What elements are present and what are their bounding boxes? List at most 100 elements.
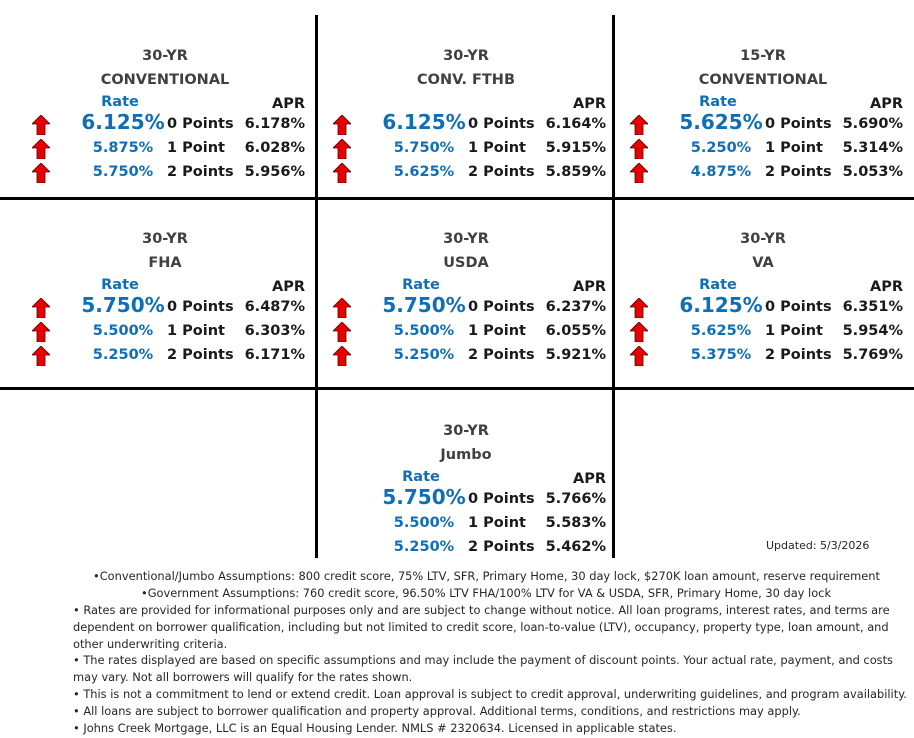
product-title: USDA <box>443 255 489 271</box>
government-assumptions: •Government Assumptions: 760 credit scor… <box>141 585 832 600</box>
rate-row: 5.625% 1 Point 5.954% <box>613 319 913 343</box>
apr-value: 5.956% <box>244 164 305 180</box>
rate-value: 5.625% <box>393 164 455 180</box>
disclaimer-note: • All loans are subject to borrower qual… <box>73 703 801 718</box>
apr-value: 6.351% <box>842 299 903 315</box>
rate-row: 5.500% 1 Point 5.583% <box>316 511 616 535</box>
rate-cell: 30-YR USDA Rate APR 5.750% 0 Points 6.237… <box>316 191 616 371</box>
disclaimer-notes: •Conventional/Jumbo Assumptions: 800 cre… <box>73 568 913 602</box>
grid-divider-vertical <box>315 15 318 558</box>
apr-value: 5.462% <box>545 539 606 555</box>
points-value: 0 Points <box>167 299 234 315</box>
red-up-arrow-icon <box>333 346 351 366</box>
rate-row: 5.375% 2 Points 5.769% <box>613 343 913 367</box>
points-value: 1 Point <box>468 323 526 339</box>
product-title: CONVENTIONAL <box>100 72 230 88</box>
rate-value: 5.250% <box>393 347 455 363</box>
rate-cell: 30-YR FHA Rate APR 5.750% 0 Points 6.487%… <box>15 191 315 371</box>
rate-value: 5.750% <box>382 485 466 509</box>
rate-header: Rate <box>101 277 139 293</box>
term-title: 30-YR <box>443 423 489 439</box>
red-up-arrow-icon <box>630 346 648 366</box>
red-up-arrow-icon <box>333 139 351 159</box>
rate-row: 5.750% 0 Points 6.237% <box>316 293 616 319</box>
rate-row: 5.750% 0 Points 6.487% <box>15 293 315 319</box>
apr-value: 5.766% <box>545 491 606 507</box>
points-value: 1 Point <box>765 323 823 339</box>
updated-date: Updated: 5/3/2026 <box>766 539 870 552</box>
product-title: CONV. FTHB <box>417 72 515 88</box>
red-up-arrow-icon <box>630 163 648 183</box>
apr-value: 5.314% <box>842 140 903 156</box>
rate-value: 5.750% <box>393 140 455 156</box>
apr-header: APR <box>869 279 903 295</box>
red-up-arrow-icon <box>630 322 648 342</box>
points-value: 1 Point <box>167 323 225 339</box>
apr-value: 6.178% <box>244 116 305 132</box>
apr-header: APR <box>572 279 606 295</box>
rate-row: 4.875% 2 Points 5.053% <box>613 160 913 184</box>
points-value: 0 Points <box>765 299 832 315</box>
red-up-arrow-icon <box>333 163 351 183</box>
apr-header: APR <box>869 96 903 112</box>
points-value: 2 Points <box>167 347 234 363</box>
rate-row: 6.125% 0 Points 6.164% <box>316 110 616 136</box>
apr-value: 6.487% <box>244 299 305 315</box>
rate-cell: 30-YR CONVENTIONAL Rate APR 6.125% 0 Poin… <box>15 8 315 188</box>
grid-divider-vertical <box>612 15 615 558</box>
rate-value: 5.625% <box>679 110 763 134</box>
rate-value: 5.500% <box>92 323 154 339</box>
rate-value: 5.750% <box>92 164 154 180</box>
red-up-arrow-icon <box>32 322 50 342</box>
apr-value: 5.954% <box>842 323 903 339</box>
product-title: Jumbo <box>440 447 492 463</box>
rate-value: 6.125% <box>81 110 165 134</box>
points-value: 2 Points <box>468 164 535 180</box>
product-title: CONVENTIONAL <box>698 72 828 88</box>
rate-value: 5.250% <box>393 539 455 555</box>
apr-value: 5.769% <box>842 347 903 363</box>
points-value: 1 Point <box>765 140 823 156</box>
rate-row: 5.500% 1 Point 6.303% <box>15 319 315 343</box>
apr-value: 5.583% <box>545 515 606 531</box>
rate-value: 5.500% <box>393 323 455 339</box>
rate-value: 5.500% <box>393 515 455 531</box>
points-value: 1 Point <box>468 515 526 531</box>
rate-value: 5.625% <box>690 323 752 339</box>
rate-row: 5.250% 2 Points 5.462% <box>316 535 616 559</box>
rate-row: 6.125% 0 Points 6.178% <box>15 110 315 136</box>
red-up-arrow-icon <box>333 115 351 135</box>
points-value: 2 Points <box>468 539 535 555</box>
points-value: 1 Point <box>468 140 526 156</box>
disclaimer-note: • Rates are provided for informational p… <box>73 603 890 651</box>
rate-header: Rate <box>402 469 440 485</box>
apr-value: 6.237% <box>545 299 606 315</box>
points-value: 0 Points <box>468 491 535 507</box>
points-value: 0 Points <box>468 299 535 315</box>
points-value: 0 Points <box>468 116 535 132</box>
red-up-arrow-icon <box>32 139 50 159</box>
term-title: 30-YR <box>443 48 489 64</box>
red-up-arrow-icon <box>333 298 351 318</box>
disclaimer-note: • Johns Creek Mortgage, LLC is an Equal … <box>73 720 677 735</box>
red-up-arrow-icon <box>333 322 351 342</box>
red-up-arrow-icon <box>32 115 50 135</box>
rate-cell: 30-YR VA Rate APR 6.125% 0 Points 6.351% 5… <box>613 191 913 371</box>
rate-value: 5.750% <box>81 293 165 317</box>
rate-value: 6.125% <box>679 293 763 317</box>
points-value: 0 Points <box>167 116 234 132</box>
rate-row: 5.500% 1 Point 6.055% <box>316 319 616 343</box>
term-title: 30-YR <box>142 48 188 64</box>
rate-row: 5.250% 2 Points 6.171% <box>15 343 315 367</box>
points-value: 2 Points <box>765 347 832 363</box>
rate-cell: 30-YR Jumbo Rate APR 5.750% 0 Points 5.76… <box>316 383 616 563</box>
rate-row: 5.250% 1 Point 5.314% <box>613 136 913 160</box>
apr-header: APR <box>271 96 305 112</box>
red-up-arrow-icon <box>630 298 648 318</box>
rate-row: 5.625% 2 Points 5.859% <box>316 160 616 184</box>
points-value: 0 Points <box>765 116 832 132</box>
apr-value: 5.921% <box>545 347 606 363</box>
rate-row: 5.750% 0 Points 5.766% <box>316 485 616 511</box>
rate-header: Rate <box>699 277 737 293</box>
rate-row: 5.250% 2 Points 5.921% <box>316 343 616 367</box>
